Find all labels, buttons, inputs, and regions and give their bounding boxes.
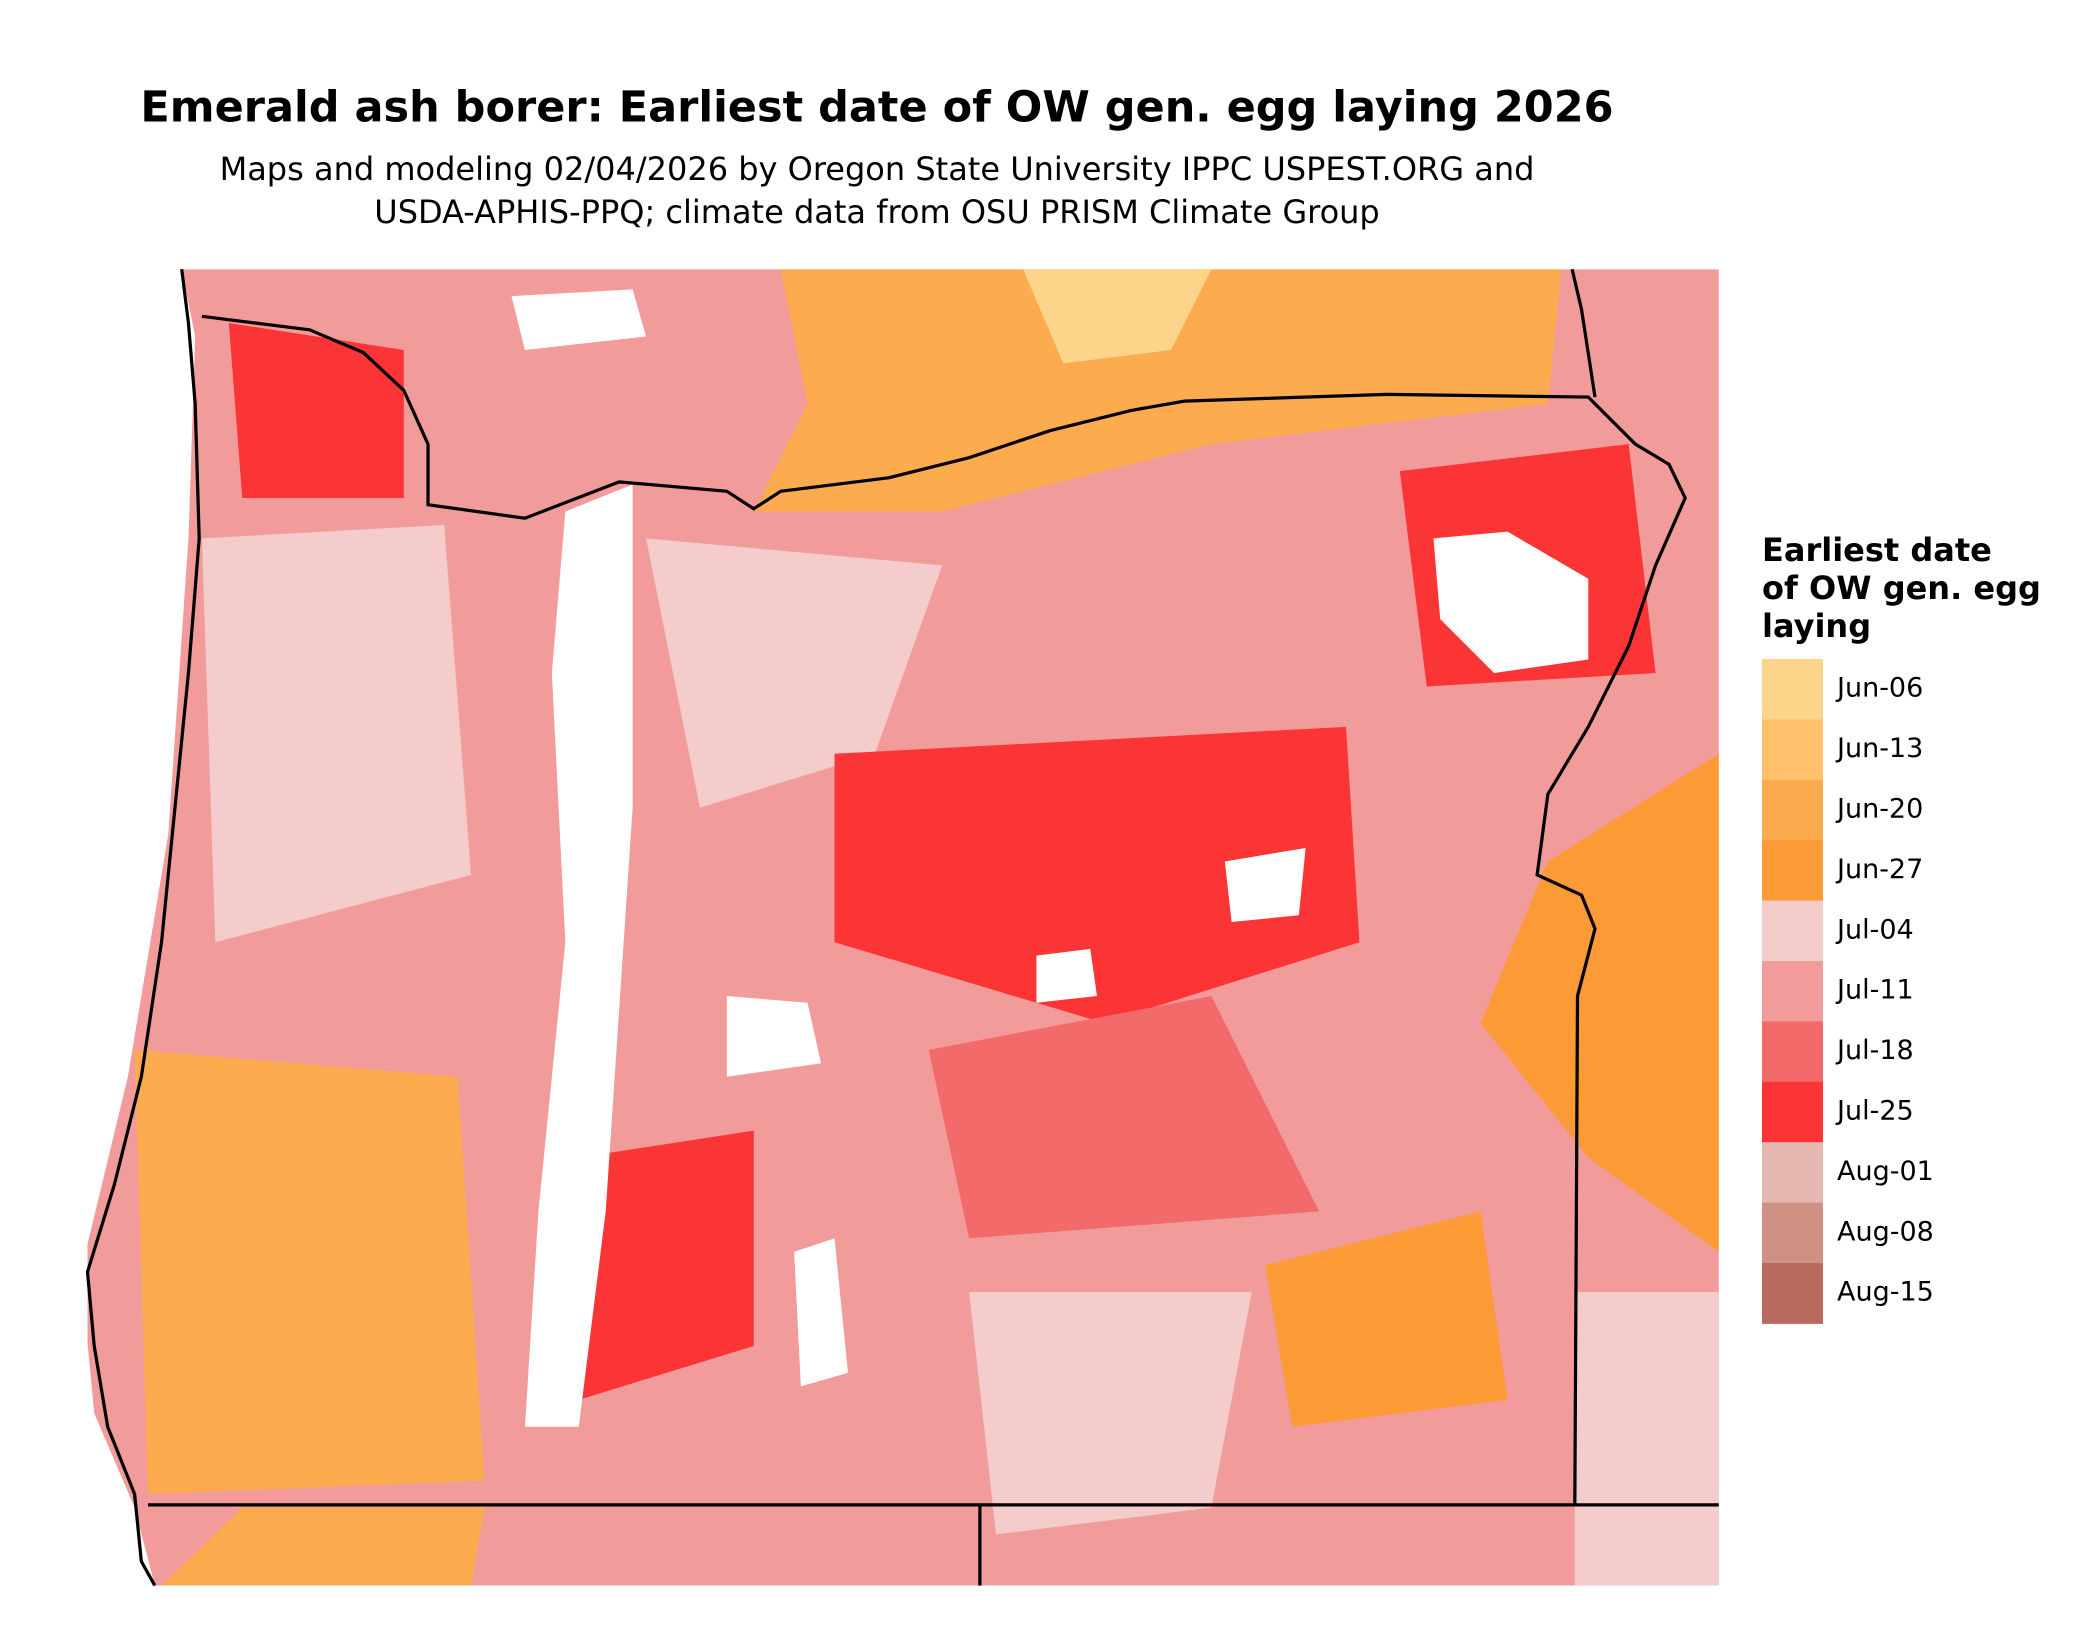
legend-title: laying	[1762, 607, 1871, 645]
legend-label: Jun-13	[1835, 733, 1923, 764]
legend-swatch	[1762, 659, 1823, 720]
legend-swatch	[1762, 840, 1823, 902]
map	[85, 268, 1719, 1587]
map-subtitle: USDA-APHIS-PPQ; climate data from OSU PR…	[374, 193, 1379, 231]
legend-label: Jun-20	[1835, 794, 1923, 825]
legend-swatch	[1762, 1021, 1823, 1083]
legend-swatch	[1762, 779, 1823, 841]
map-subtitle: Maps and modeling 02/04/2026 by Oregon S…	[220, 150, 1535, 188]
legend-swatch	[1762, 1081, 1823, 1143]
legend-swatch	[1762, 900, 1823, 962]
legend-label: Jun-27	[1835, 854, 1923, 885]
legend-swatch	[1762, 719, 1823, 781]
legend-label: Jul-25	[1835, 1096, 1914, 1127]
legend-swatch	[1762, 961, 1823, 1022]
legend-label: Aug-08	[1837, 1216, 1934, 1247]
legend-swatch	[1762, 1263, 1823, 1324]
legend-swatch	[1762, 1142, 1823, 1204]
legend-title: Earliest date	[1762, 531, 1992, 569]
legend-label: Aug-01	[1837, 1156, 1934, 1187]
legend-label: Jul-04	[1835, 914, 1914, 945]
legend-label: Jun-06	[1835, 673, 1923, 704]
legend-label: Aug-15	[1837, 1277, 1934, 1308]
legend-label: Jul-18	[1835, 1035, 1914, 1066]
map-title: Emerald ash borer: Earliest date of OW g…	[140, 83, 1613, 133]
legend-label: Jul-11	[1835, 975, 1914, 1006]
legend-swatch	[1762, 1202, 1823, 1264]
legend-title: of OW gen. egg	[1762, 569, 2041, 607]
